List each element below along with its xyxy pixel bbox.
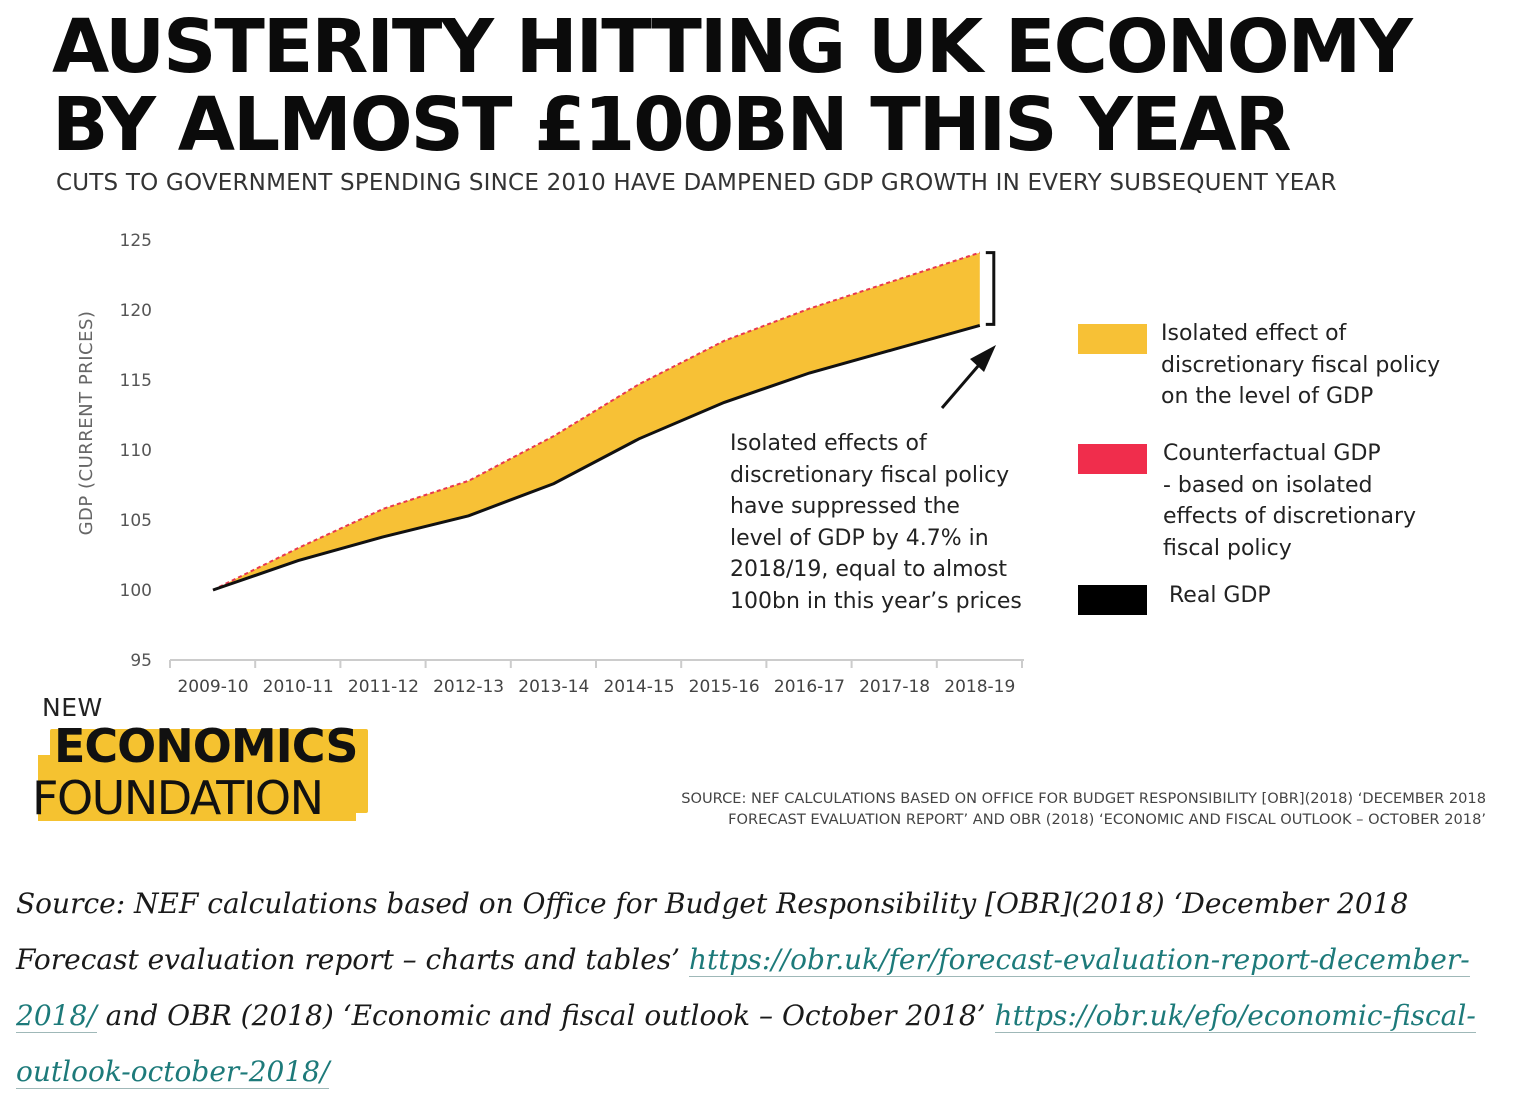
x-tick-label: 2010-11: [263, 677, 334, 697]
y-tick-label: 95: [130, 651, 152, 671]
annotation-arrow: [940, 345, 996, 409]
caption-text-2: and OBR (2018) ‘Economic and fiscal outl…: [96, 999, 995, 1032]
obr-efo-link[interactable]: https://obr.uk/efo/economic-fiscal-outlo…: [16, 999, 1476, 1089]
legend-line: discretionary fiscal policy: [1161, 352, 1441, 378]
annotation-line: discretionary fiscal policy: [730, 462, 1010, 488]
nef-logo: NEW ECONOMICS FOUNDATION: [28, 693, 378, 828]
annotation-line: have suppressed the: [730, 494, 960, 519]
logo-economics-text: ECONOMICS: [54, 719, 359, 773]
annotation-line: level of GDP by 4.7% in: [730, 525, 989, 551]
legend-line: fiscal policy: [1163, 535, 1292, 561]
y-tick-label: 120: [120, 301, 152, 321]
x-tick-label: 2011-12: [348, 677, 419, 697]
x-tick-label: 2016-17: [774, 677, 845, 697]
counterfactual-gdp-line: [212, 251, 981, 591]
legend-line: - based on isolated: [1163, 472, 1373, 498]
chart-source-note: SOURCE: NEF CALCULATIONS BASED ON OFFICE…: [681, 788, 1486, 830]
logo-foundation-text: FOUNDATION: [32, 771, 324, 825]
caption-text-1: Source: NEF calculations based on Office…: [16, 887, 1409, 976]
gdp-chart: GDP (CURRENT PRICES) 125 120 115 110 105 100 9…: [76, 231, 1024, 697]
x-tick-label: 2015-16: [689, 677, 760, 697]
legend-line: Isolated effect of: [1161, 321, 1347, 346]
legend-line: effects of discretionary: [1163, 504, 1417, 529]
x-tick-label: 2009-10: [177, 677, 248, 697]
chart-source-line-1: SOURCE: NEF CALCULATIONS BASED ON OFFICE…: [681, 790, 1486, 807]
legend-label-counterfactual: Counterfactual GDP - based on isolated e…: [1163, 438, 1483, 564]
y-ticks: 125 120 115 110 105 100 95: [120, 231, 152, 671]
caption: Source: NEF calculations based on Office…: [16, 876, 1496, 1100]
headline-line-1: AUSTERITY HITTING UK ECONOMY: [52, 4, 1413, 90]
annotation-line: 100bn in this year’s prices: [730, 588, 1022, 614]
y-tick-label: 110: [120, 441, 152, 461]
real-gdp-line: [212, 323, 981, 592]
gap-bracket: [985, 251, 996, 326]
legend-swatch-real: [1078, 585, 1147, 615]
x-tick-label: 2013-14: [518, 677, 589, 697]
logo-yellow-band: [38, 755, 356, 821]
y-tick-label: 115: [120, 371, 152, 391]
x-tick-label: 2014-15: [603, 677, 674, 697]
x-tick-label: 2018-19: [944, 677, 1015, 697]
y-axis-label: GDP (CURRENT PRICES): [76, 311, 97, 536]
chart-source-line-2: FORECAST EVALUATION REPORT’ AND OBR (201…: [728, 811, 1486, 828]
annotation-line: 2018/19, equal to almost: [730, 557, 1008, 582]
legend-swatch-counterfactual: [1078, 444, 1147, 474]
headline: AUSTERITY HITTING UK ECONOMY BY ALMOST £…: [52, 8, 1492, 164]
y-tick-label: 125: [120, 231, 152, 251]
legend-line: on the level of GDP: [1161, 384, 1374, 409]
y-tick-label: 105: [120, 511, 152, 531]
annotation-line: Isolated effects of: [730, 431, 927, 456]
legend-line: Real GDP: [1169, 583, 1271, 608]
x-ticks: 2009-10 2010-11 2011-12 2012-13 2013-14 2014-…: [169, 660, 1023, 697]
x-tick-label: 2012-13: [433, 677, 504, 697]
chart-subtitle: CUTS TO GOVERNMENT SPENDING SINCE 2010 H…: [56, 170, 1337, 196]
legend-swatch-isolated: [1078, 324, 1147, 354]
annotation-text: Isolated effects of discretionary fiscal…: [730, 428, 1050, 617]
y-tick-label: 100: [120, 581, 152, 601]
x-tick-label: 2017-18: [859, 677, 930, 697]
legend-label-real: Real GDP: [1169, 580, 1489, 612]
headline-line-2: BY ALMOST £100BN THIS YEAR: [52, 82, 1292, 168]
obr-fer-link[interactable]: https://obr.uk/fer/forecast-evaluation-r…: [16, 943, 1470, 1033]
logo-new-text: NEW: [42, 693, 103, 722]
legend-label-isolated: Isolated effect of discretionary fiscal …: [1161, 318, 1481, 413]
suppression-area: [213, 252, 980, 590]
legend-line: Counterfactual GDP: [1163, 441, 1381, 466]
